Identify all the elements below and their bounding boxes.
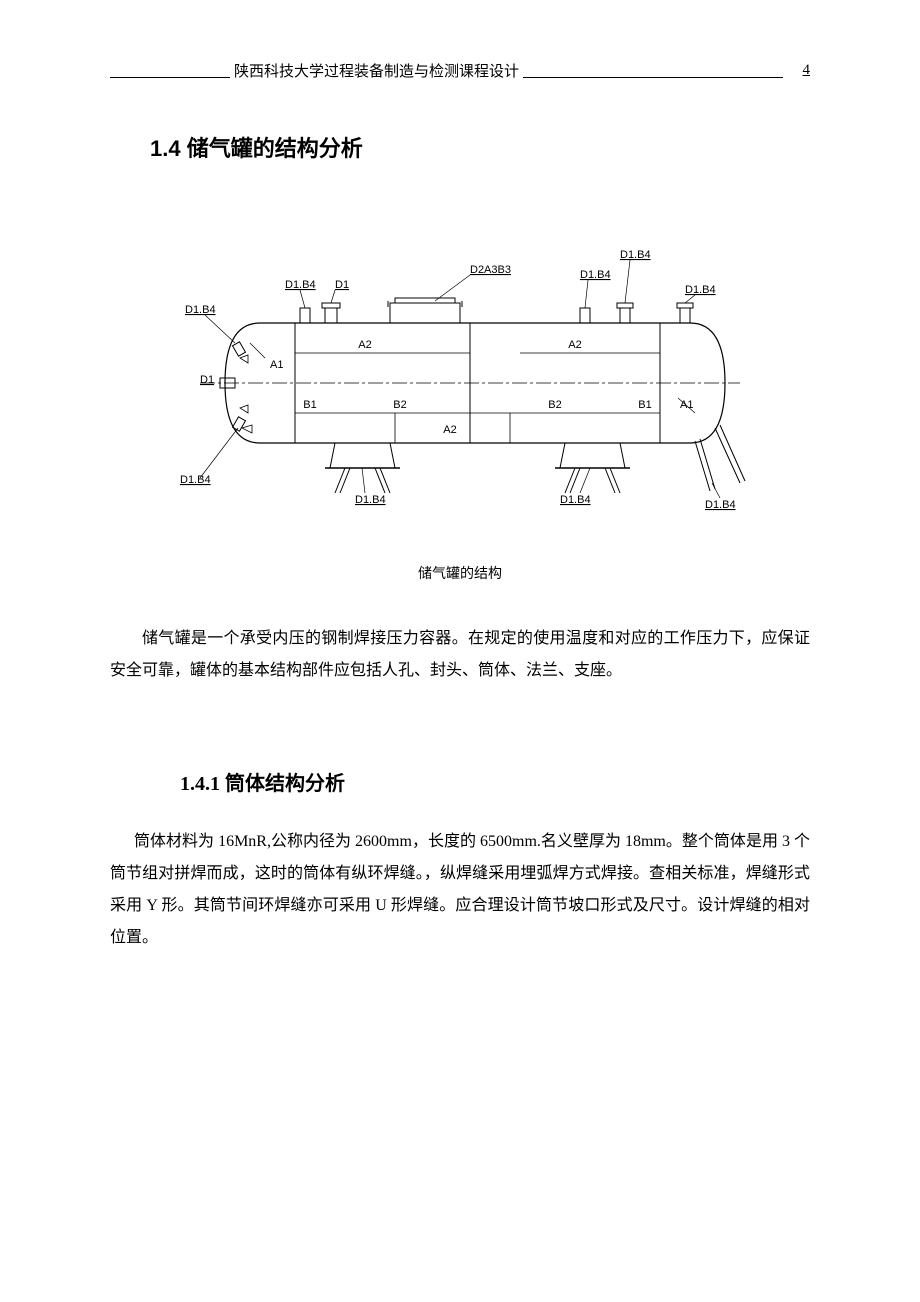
- label-d1-top: D1: [335, 279, 349, 291]
- label-d1b4-8: D1.B4: [560, 494, 591, 506]
- label-d1b4-3: D1.B4: [620, 249, 651, 261]
- paragraph-1: 储气罐是一个承受内压的钢制焊接压力容器。在规定的使用温度和对应的工作压力下，应保…: [110, 623, 810, 687]
- subsection-title: 筒体结构分析: [225, 773, 345, 795]
- label-a1-left: A1: [270, 359, 283, 371]
- header-title: 陕西科技大学过程装备制造与检测课程设计: [230, 60, 523, 81]
- tank-svg: A2 A2 B1 B2 A2 B2 B1 A1 A1 D2A3B3: [140, 203, 780, 523]
- label-d1b4-5: D1.B4: [185, 304, 216, 316]
- label-d1b4-2: D1.B4: [580, 269, 611, 281]
- page-header: 陕西科技大学过程装备制造与检测课程设计 4: [110, 60, 810, 81]
- subsection-heading: 1.4.1 筒体结构分析: [180, 767, 810, 796]
- label-a1-right: A1: [680, 399, 693, 411]
- section-title: 储气罐的结构分析: [187, 136, 363, 161]
- label-d1b4-4: D1.B4: [685, 284, 716, 296]
- label-d1b4-7: D1.B4: [355, 494, 386, 506]
- label-d1b4-6: D1.B4: [180, 474, 211, 486]
- label-b2-1: B2: [393, 399, 406, 411]
- label-d1b4-1: D1.B4: [285, 279, 316, 291]
- header-underline-left: [110, 77, 230, 78]
- header-underline-right: [523, 77, 782, 78]
- page-number: 4: [803, 62, 811, 81]
- label-b1-2: B1: [638, 399, 651, 411]
- label-a2-2: A2: [568, 339, 581, 351]
- label-a2-3: A2: [443, 424, 456, 436]
- label-b1-1: B1: [303, 399, 316, 411]
- label-b2-2: B2: [548, 399, 561, 411]
- label-d1-left: D1: [200, 374, 214, 386]
- label-d1b4-9: D1.B4: [705, 499, 736, 511]
- tank-diagram: A2 A2 B1 B2 A2 B2 B1 A1 A1 D2A3B3: [110, 203, 810, 523]
- section-number: 1.4: [150, 136, 181, 161]
- subsection-number: 1.4.1: [180, 773, 220, 795]
- label-a2-1: A2: [358, 339, 371, 351]
- label-d2a3b3: D2A3B3: [470, 264, 511, 276]
- section-heading: 1.4 储气罐的结构分析: [150, 131, 810, 163]
- diagram-caption: 储气罐的结构: [110, 563, 810, 583]
- paragraph-2: 筒体材料为 16MnR,公称内径为 2600mm，长度的 6500mm.名义壁厚…: [110, 826, 810, 954]
